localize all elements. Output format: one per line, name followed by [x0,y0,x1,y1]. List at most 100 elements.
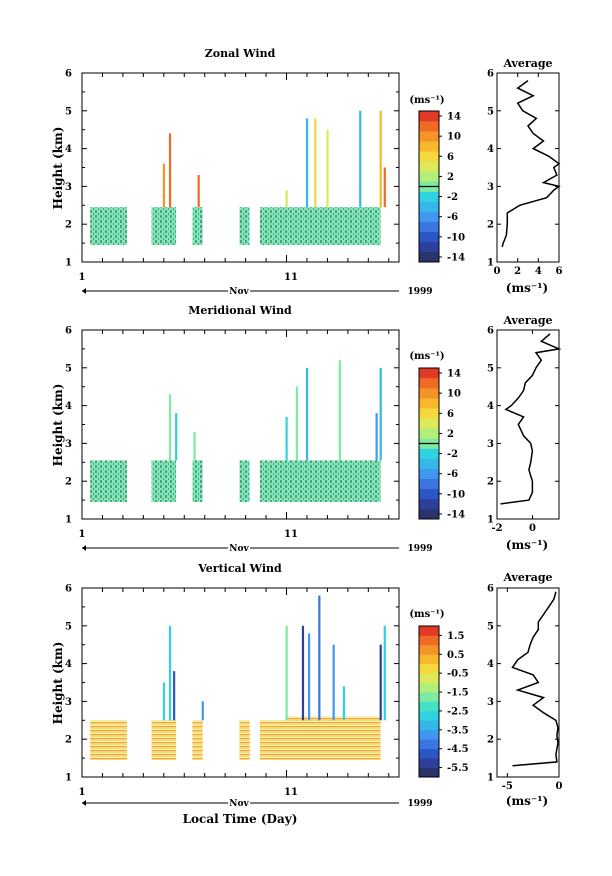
wind-spike [295,386,298,461]
colorbar-bin [419,635,439,646]
wind-spike [285,416,288,461]
colorbar-bin [419,767,439,778]
colorbar-tick-label: 14 [447,369,461,380]
colorbar-tick-label: -14 [447,509,465,520]
x-tick-label-1: 1 [79,272,86,283]
main-plot-frame [81,329,400,520]
y-tick-label: 1 [65,258,72,269]
wind-spike [285,190,288,208]
y-tick-label: 4 [65,659,72,670]
y-tick-label: 4 [65,401,72,412]
colorbar-bin [419,692,439,702]
colorbar-tick-label: 10 [447,132,461,143]
x-axis-label: Local Time (Day) [183,812,298,826]
profile-y-tick-label: 3 [487,697,494,708]
profile-plot: 1 2 3 4 5 6 -5 0 [487,584,562,793]
month-axis-arrow [82,800,86,806]
colorbar-bin [419,729,439,740]
colorbar-unit: (ms⁻¹) [409,95,444,106]
y-tick-label: 1 [65,773,72,784]
profile-y-tick-label: 5 [487,106,494,117]
profile-y-tick-label: 3 [487,439,494,450]
x-tick-label-1: 1 [79,787,86,798]
y-tick-label: 6 [65,69,72,80]
wind-spike [285,625,288,721]
colorbar-tick-label: -2 [447,192,458,203]
y-tick-label: 3 [65,697,72,708]
wind-spike [379,367,382,461]
colorbar-tick-label: -4.5 [447,744,469,755]
month-axis-arrow [82,288,86,294]
colorbar-bin [419,748,439,759]
colorbar-tick-label: -2.5 [447,706,469,717]
profile-x-tick-label: -2 [491,523,502,534]
month-axis-arrow [82,545,86,551]
month-label: Nov [229,544,249,554]
y-tick-label: 5 [65,363,72,374]
wind-spike [305,118,309,208]
colorbar-unit: (ms⁻¹) [409,609,444,620]
colorbar-tick-label: -6 [447,212,458,223]
colorbar-bin [419,458,439,469]
profile-y-tick-label: 5 [487,621,494,632]
main-plot-area [81,587,399,778]
panel-title: Meridional Wind [188,304,292,317]
wind-spike [308,633,311,721]
colorbar-tick-label: -3.5 [447,725,469,736]
profile-x-label: (ms⁻¹) [506,794,548,808]
profile-y-tick-label: 6 [487,326,494,337]
colorbar-tick-label: -2 [447,449,458,460]
colorbar-bin [419,710,439,721]
colorbar-tick-label: 2 [447,429,454,440]
data-block-texture [286,460,381,502]
y-tick-label: 5 [65,621,72,632]
profile-y-tick-label: 5 [487,363,494,374]
wind-spike [168,625,172,721]
colorbar-bin [419,398,439,409]
profile-x-tick-label: 4 [535,266,542,277]
colorbar-bin [419,251,439,263]
profile-title: Average [502,571,552,584]
profile-y-tick-label: 4 [487,401,494,412]
colorbar-bin [419,673,439,683]
colorbar-frame [418,625,440,778]
data-block-texture [259,207,287,245]
profile-x-label: (ms⁻¹) [506,538,548,552]
colorbar-bin [419,231,439,243]
profile-line [500,333,562,505]
profile-y-tick-label: 1 [487,258,494,269]
data-block-texture [90,460,127,502]
profile-frame [496,329,560,520]
colorbar-bin [419,141,439,152]
colorbar-bin [419,626,439,636]
colorbar-bin [419,428,439,439]
colorbar-bin [419,468,439,480]
data-block-texture [192,460,203,502]
year-label: 1999 [407,544,432,554]
colorbar-unit: (ms⁻¹) [409,351,444,362]
data-block-texture [239,207,250,245]
colorbar-bin [419,131,439,142]
colorbar-bin [419,241,439,253]
profile-plot: 1 2 3 4 5 6 -2 0 [487,326,562,534]
wind-spike [197,175,200,208]
colorbar-bin [419,408,439,419]
wind-spike [201,701,204,721]
colorbar-bin [419,121,439,132]
y-axis-label: Height (km) [51,642,65,725]
x-tick-label-11: 11 [284,787,298,798]
wind-spike [318,595,321,721]
data-block [151,720,177,760]
year-label: 1999 [407,799,432,809]
profile-title: Average [502,57,552,70]
data-block-texture [90,207,127,245]
y-tick-label: 3 [65,439,72,450]
main-plot-frame [81,587,400,778]
y-tick-label: 5 [65,106,72,117]
colorbar-tick-label: -14 [447,252,465,263]
y-tick-label: 6 [65,326,72,337]
main-plot-frame [81,72,400,263]
colorbar-tick-label: -10 [447,232,465,243]
colorbar-bin [419,508,439,520]
colorbar-tick-label: 0.5 [447,650,464,661]
